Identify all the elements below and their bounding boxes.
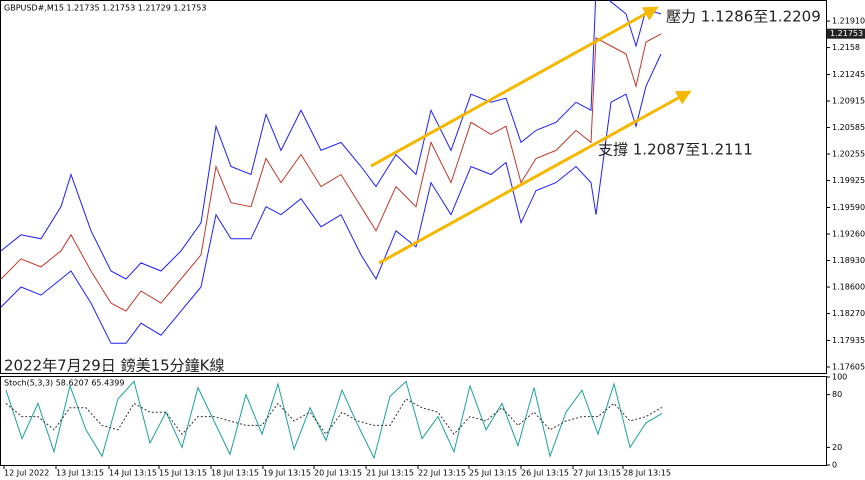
trend-line <box>378 90 692 265</box>
y-tick-label: 1.17935 <box>832 336 865 345</box>
y-tick-label: 1.20585 <box>832 123 865 132</box>
x-tick-label: 14 Jul 13:15 <box>109 469 157 478</box>
x-tick-label: 22 Jul 13:15 <box>418 469 466 478</box>
annotation: 壓力 1.1286至1.2209 <box>666 8 821 26</box>
y-tick-label: 1.18930 <box>832 256 865 265</box>
series-line <box>0 33 662 312</box>
trend-line <box>370 6 659 168</box>
x-tick-label: 19 Jul 13:15 <box>263 469 311 478</box>
y-tick-label: 1.2158 <box>832 43 860 52</box>
x-tick-label: 18 Jul 13:15 <box>211 469 259 478</box>
y-tick-label: 1.20255 <box>832 150 865 159</box>
main-panel-frame <box>0 0 827 374</box>
y-tick-label: 1.17605 <box>832 362 865 371</box>
y-tick-label: 1.20915 <box>832 97 865 106</box>
current-price-label: 1.21753 <box>830 29 863 38</box>
annotation: 支撐 1.2087至1.2111 <box>598 141 753 159</box>
y-tick-label: 1.19260 <box>832 230 865 239</box>
x-tick-label: 20 Jul 13:15 <box>314 469 362 478</box>
x-tick-label: 26 Jul 13:15 <box>521 469 569 478</box>
stoch-title: Stoch(5,3,3) 58.6207 65.4399 <box>4 379 124 388</box>
current-price-box <box>827 28 865 39</box>
y-tick-label: 80 <box>832 390 842 399</box>
y-tick-label: 0 <box>832 461 837 470</box>
stoch-panel-frame <box>0 376 827 466</box>
x-tick-label: 15 Jul 13:15 <box>159 469 207 478</box>
main-title: GBPUSD#,M15 1.21735 1.21753 1.21729 1.21… <box>4 4 206 13</box>
series-line <box>0 53 662 344</box>
y-tick-label: 1.18270 <box>832 309 865 318</box>
y-tick-label: 100 <box>832 373 847 382</box>
y-tick-label: 1.21245 <box>832 70 865 79</box>
x-tick-label: 21 Jul 13:15 <box>366 469 414 478</box>
x-tick-label: 25 Jul 13:15 <box>469 469 517 478</box>
series-line <box>5 398 663 436</box>
y-tick-label: 1.19590 <box>832 203 865 212</box>
y-tick-label: 1.18600 <box>832 283 865 292</box>
x-tick-label: 13 Jul 13:15 <box>56 469 104 478</box>
x-tick-label: 12 Jul 2022 <box>4 469 49 478</box>
y-tick-label: 20 <box>832 443 842 452</box>
annotation: 2022年7月29日 鎊美15分鐘K線 <box>4 357 225 375</box>
series-line <box>0 0 662 280</box>
y-tick-label: 1.21910 <box>832 17 865 26</box>
x-tick-label: 28 Jul 13:15 <box>623 469 671 478</box>
series-line <box>5 380 663 460</box>
x-tick-label: 27 Jul 13:15 <box>573 469 621 478</box>
y-tick-label: 1.19925 <box>832 176 865 185</box>
